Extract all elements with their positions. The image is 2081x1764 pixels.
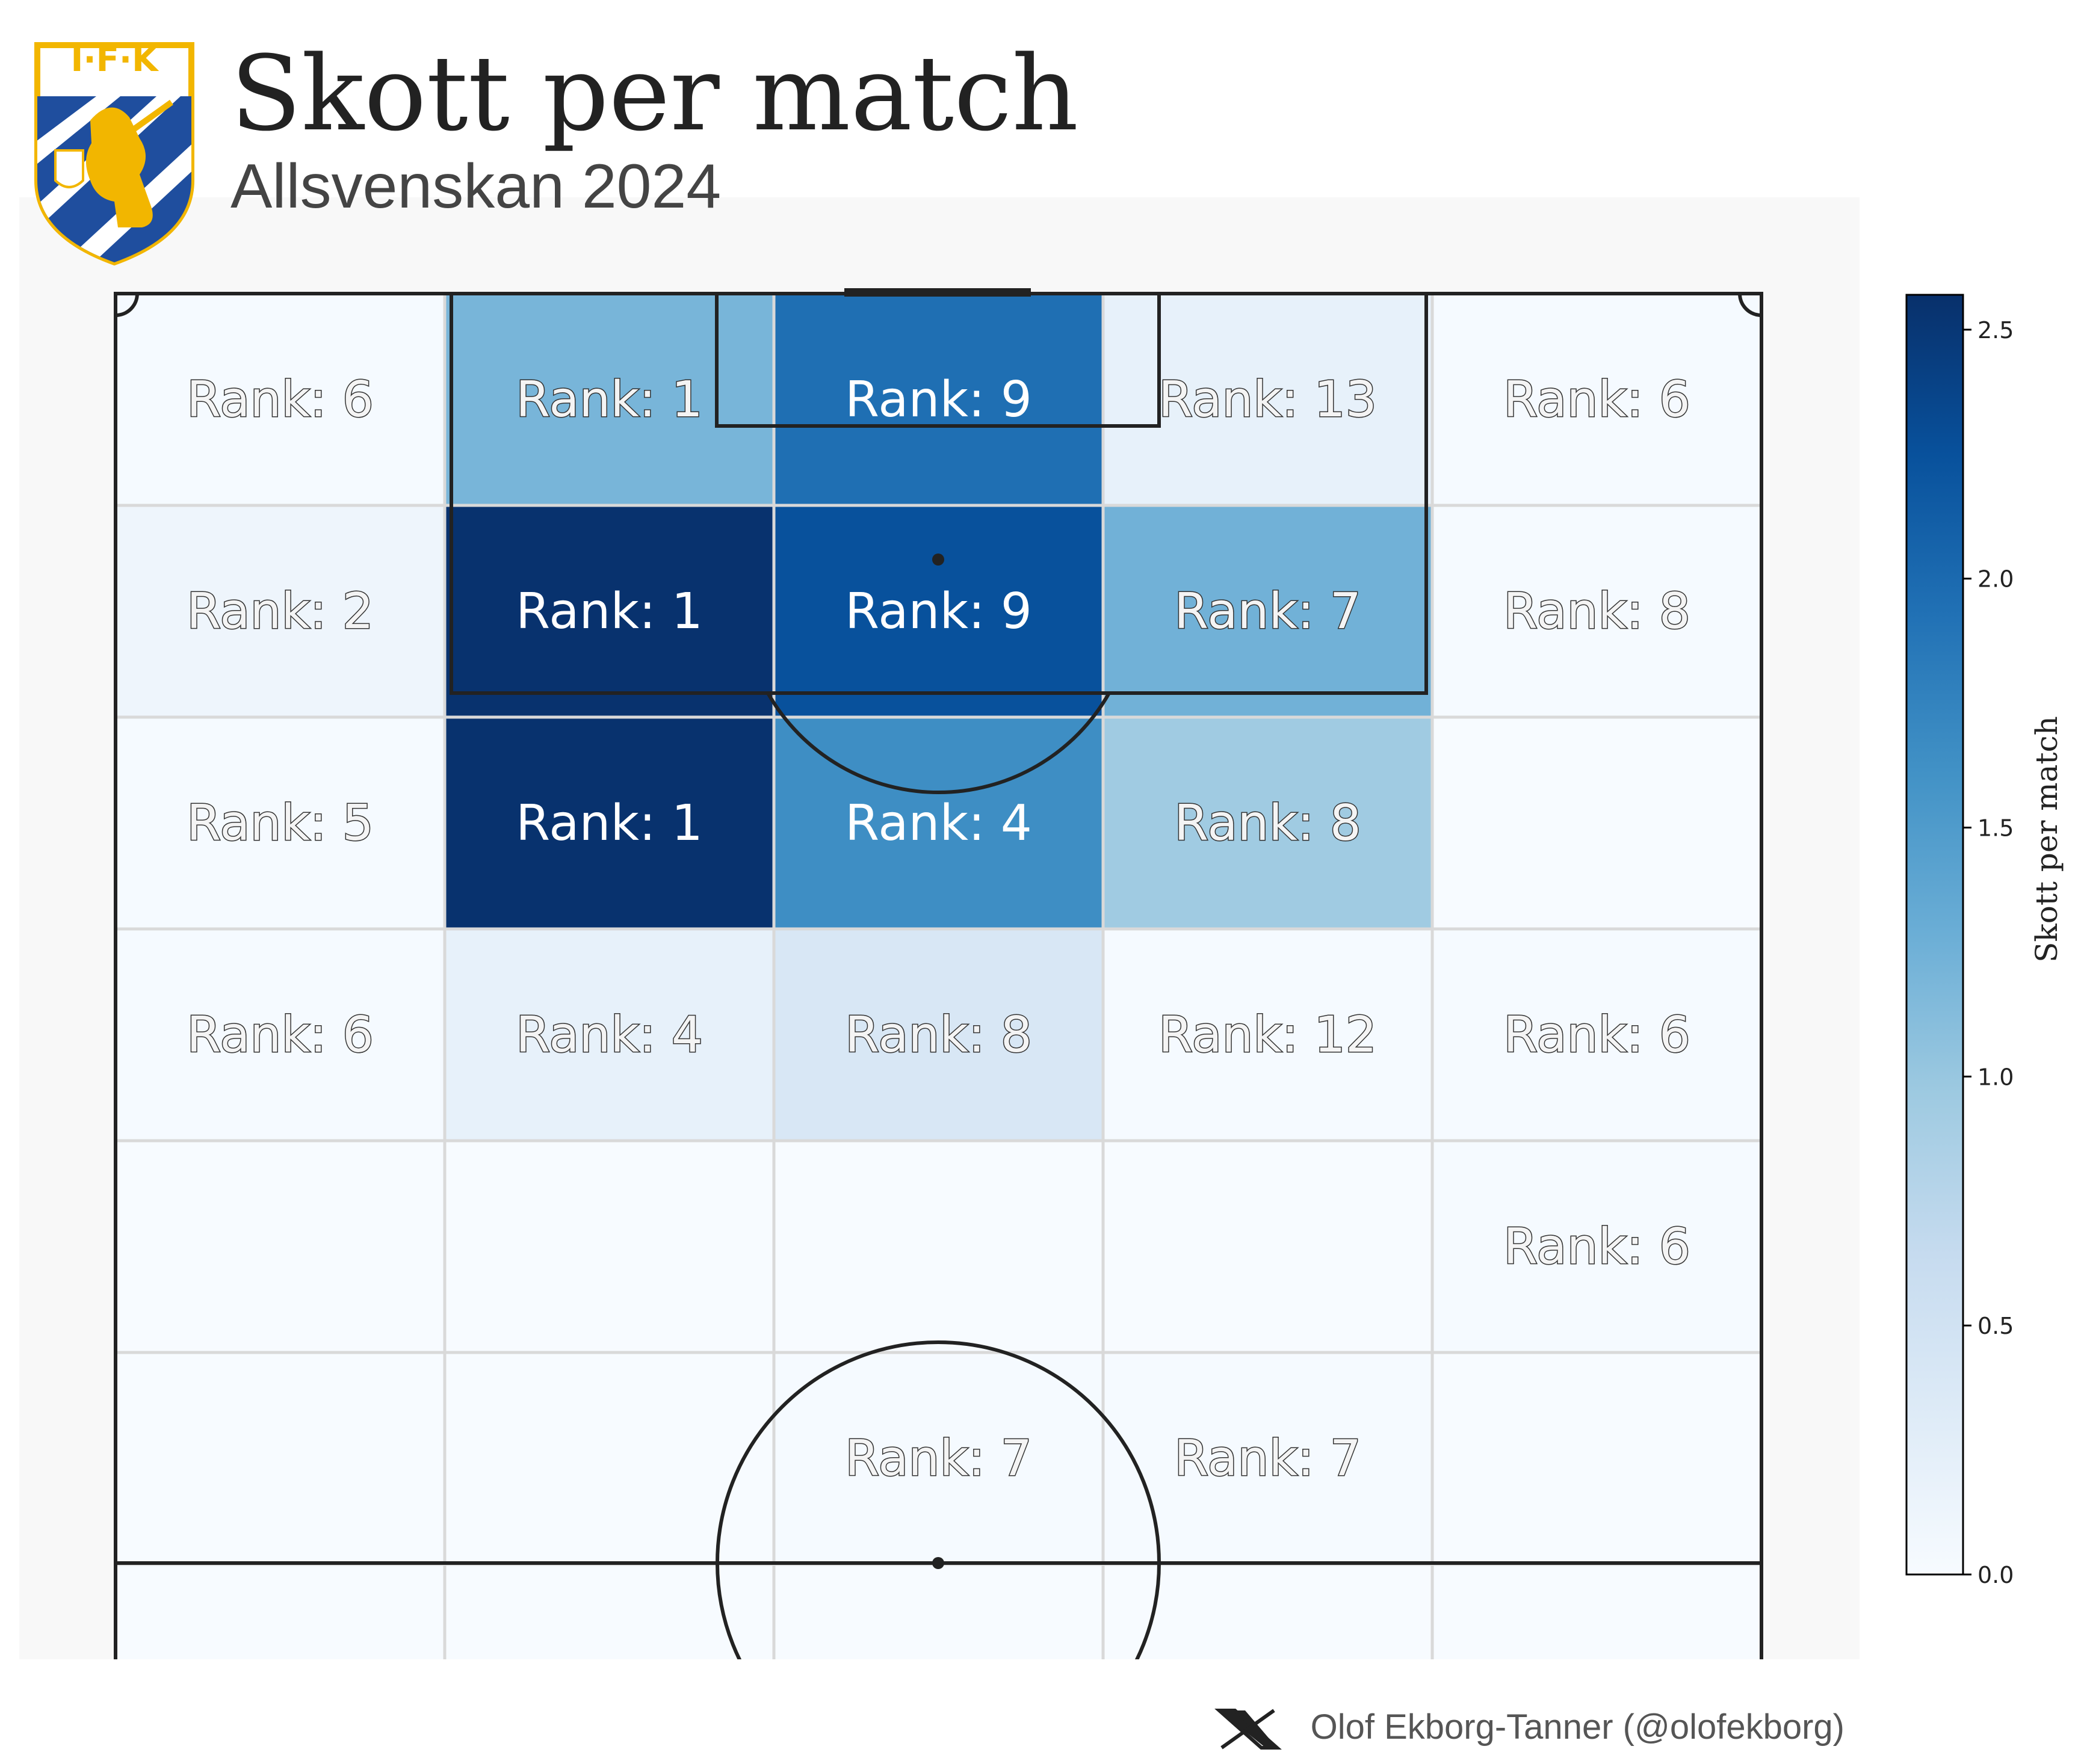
- penalty-arc: [766, 692, 1111, 795]
- colorbar-tick-label: 1.5: [1977, 815, 2014, 842]
- page-subtitle: Allsvenskan 2024: [230, 152, 721, 221]
- cell-rank-label: Rank: 12: [1158, 1007, 1377, 1064]
- page-title: Skott per match: [230, 33, 1078, 154]
- cell-rank-label: Rank: 6: [1503, 371, 1690, 428]
- cell-rank-label: Rank: 8: [1174, 795, 1361, 852]
- cell-rank-label: Rank: 7: [1174, 583, 1361, 640]
- colorbar-gradient: [1905, 294, 1964, 1576]
- cell-rank-label: Rank: 4: [845, 795, 1032, 852]
- cell-rank-label: Rank: 6: [187, 371, 374, 428]
- pitch-lines: [114, 288, 1763, 1659]
- heatmap-cell: [772, 715, 1105, 931]
- colorbar-tick-label: 0.5: [1977, 1313, 2014, 1339]
- heatmap-cell: [1101, 1139, 1434, 1354]
- heatmap-cell: [443, 715, 776, 931]
- heatmap-cell: [1101, 504, 1434, 719]
- cell-rank-label: Rank: 13: [1158, 371, 1377, 428]
- cell-rank-label: Rank: 1: [516, 583, 703, 640]
- heatmap-cell: [443, 1562, 776, 1659]
- heatmap-cell: [772, 1139, 1105, 1354]
- cell-rank-label: Rank: 6: [1503, 1218, 1690, 1275]
- colorbar: 0.0 0.5 1.0 1.5 2.0 2.5 Skott per match: [1905, 294, 2064, 1588]
- club-logo: I·F·K: [34, 40, 194, 266]
- heatmap-cell: [114, 927, 447, 1143]
- heatmap-cell: [1101, 927, 1434, 1143]
- logo-text: I·F·K: [70, 40, 159, 79]
- author-credit: Olof Ekborg-Tanner (@olofekborg): [1311, 1707, 1844, 1747]
- cell-rank-label: Rank: 4: [516, 1007, 703, 1064]
- heatmap-cell: [114, 1139, 447, 1354]
- corner-arc-left: [115, 293, 139, 317]
- heatmap-cell: [443, 927, 776, 1143]
- heatmap-cell: [443, 1351, 776, 1566]
- cell-rank-label: Rank: 2: [187, 583, 374, 640]
- cell-rank-label: Rank: 1: [516, 795, 703, 852]
- cell-rank-label: Rank: 6: [187, 1007, 374, 1064]
- heatmap-cell: [772, 292, 1105, 507]
- heatmap-cell: [443, 504, 776, 719]
- colorbar-tick-label: 2.0: [1977, 566, 2014, 593]
- colorbar-label: Skott per match: [2029, 716, 2064, 963]
- penalty-spot: [932, 554, 944, 566]
- colorbar-tick-label: 1.0: [1977, 1064, 2014, 1090]
- corner-arc-right: [1738, 293, 1762, 317]
- cell-rank-label: Rank: 8: [1503, 583, 1690, 640]
- cell-rank-label: Rank: 9: [845, 371, 1032, 428]
- heatmap-cell: [114, 292, 447, 507]
- heatmap-cell: [772, 504, 1105, 719]
- heatmap-cells: [114, 292, 1763, 1659]
- heatmap-cell: [1101, 715, 1434, 931]
- lion-figure: [85, 107, 153, 227]
- heatmap-cell: [114, 1562, 447, 1659]
- lion-sword: [128, 99, 173, 135]
- cell-rank-label: Rank: 8: [845, 1007, 1032, 1064]
- heatmap-cell: [772, 1562, 1105, 1659]
- heatmap-cell: [114, 1351, 447, 1566]
- cell-rank-label: Rank: 9: [845, 583, 1032, 640]
- heatmap-cell: [1430, 927, 1763, 1143]
- heatmap-cell: [1430, 1139, 1763, 1354]
- heatmap-cell: [1430, 504, 1763, 719]
- center-spot: [932, 1557, 944, 1569]
- x-logo-icon: [1214, 1709, 1282, 1750]
- colorbar-tick-label: 2.5: [1977, 317, 2014, 344]
- cell-rank-label: Rank: 7: [1174, 1430, 1361, 1487]
- cell-rank-label: Rank: 6: [1503, 1007, 1690, 1064]
- cell-rank-label: Rank: 7: [845, 1430, 1032, 1487]
- cell-rank-label: Rank: 5: [187, 795, 374, 852]
- heatmap-cell: [1430, 715, 1763, 931]
- heatmap-cell: [1430, 1351, 1763, 1566]
- heatmap-cell: [772, 927, 1105, 1143]
- heatmap-cell: [443, 1139, 776, 1354]
- colorbar-ticks: 0.0 0.5 1.0 1.5 2.0 2.5: [1963, 317, 2014, 1588]
- heatmap-labels: Rank: 6 Rank: 1 Rank: 9 Rank: 13 Rank: 6 Rank…: [186, 371, 1692, 1488]
- crowns-badge: [54, 149, 84, 188]
- cell-rank-label: Rank: 1: [516, 371, 703, 428]
- colorbar-tick-label: 0.0: [1977, 1562, 2014, 1588]
